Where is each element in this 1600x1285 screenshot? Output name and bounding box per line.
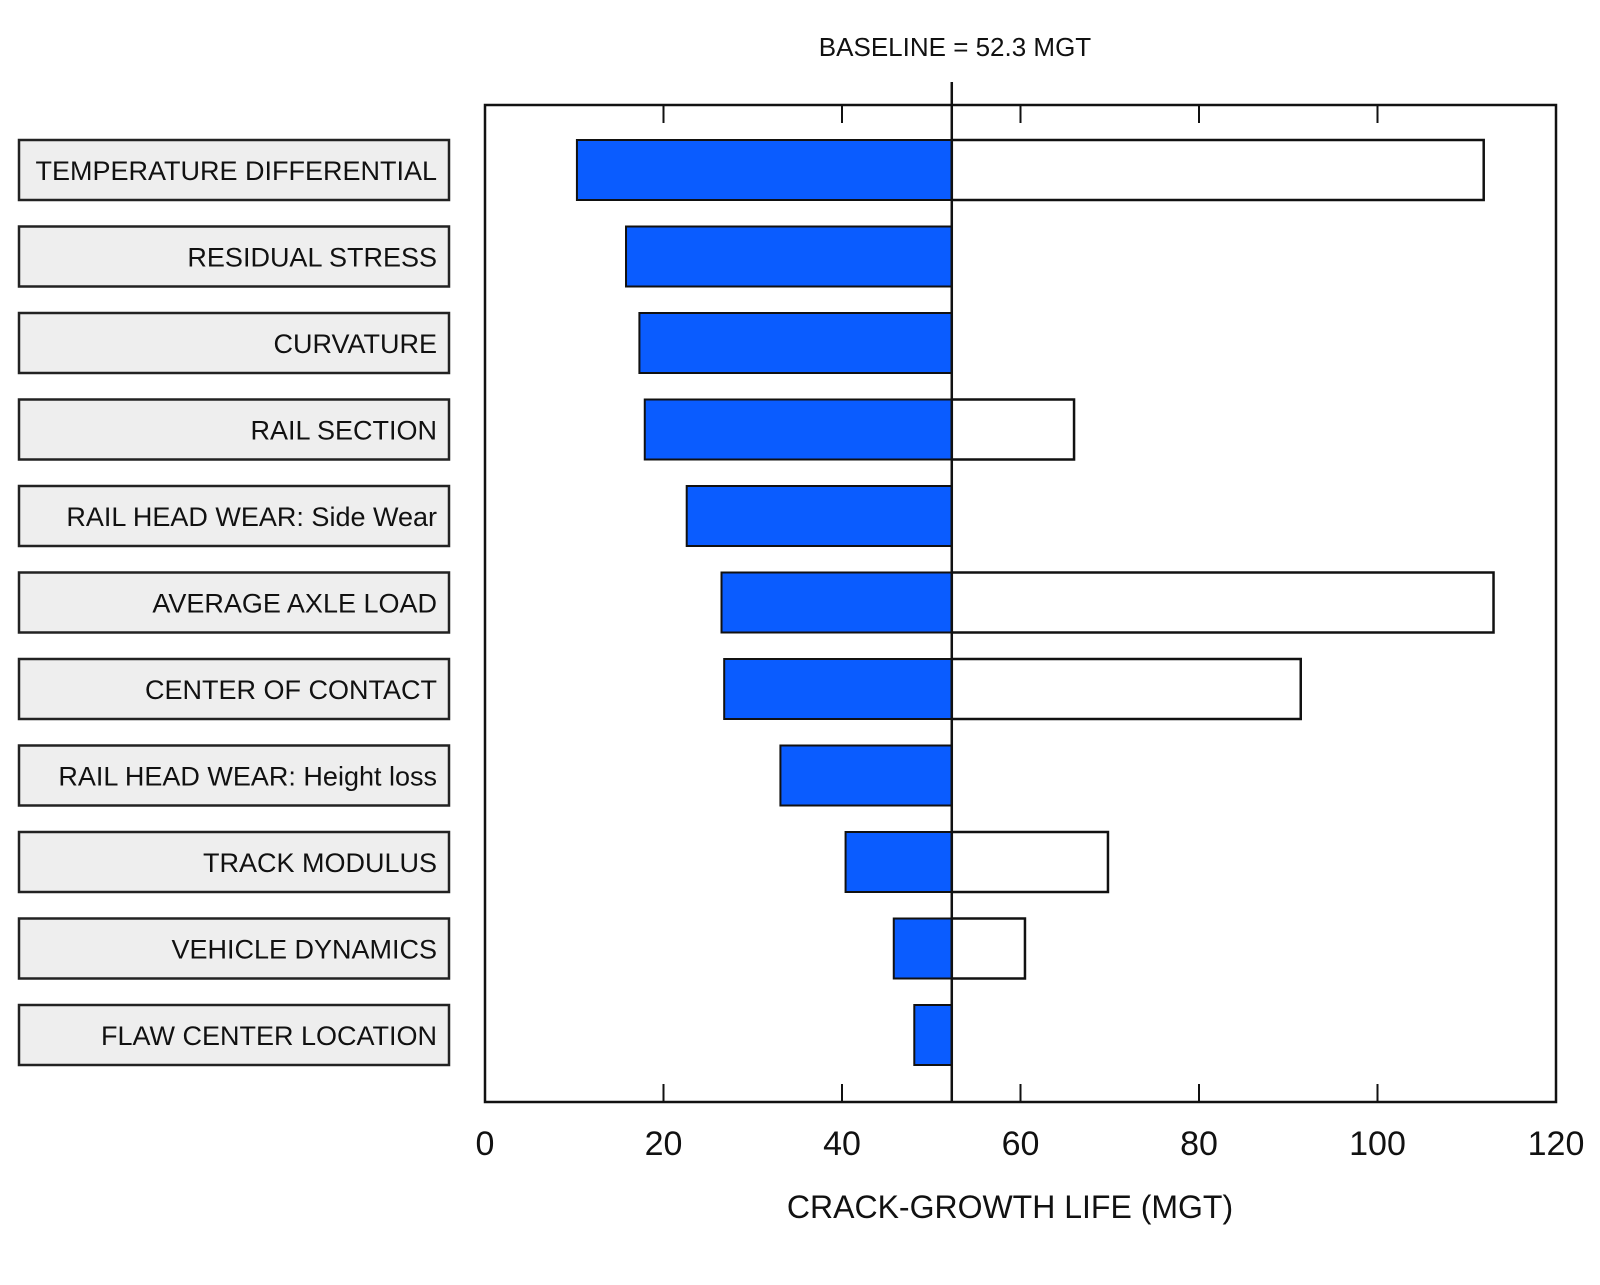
factor-label-rail-head-wear-side-wear: RAIL HEAD WEAR: Side Wear	[66, 502, 437, 532]
factor-label-flaw-center-location: FLAW CENTER LOCATION	[101, 1021, 437, 1051]
bar-high-rail-section	[950, 398, 1076, 461]
bar-low-rail-head-wear-height-loss	[779, 744, 953, 807]
x-axis-ticks: 0 20 40 60 80 100 120	[476, 105, 1585, 1163]
bar-high-average-axle-load	[950, 571, 1495, 634]
tick-label-120: 120	[1528, 1125, 1585, 1163]
factor-label-box-vehicle-dynamics	[17, 917, 451, 980]
factor-label-box-temperature-differential	[17, 138, 451, 202]
factor-label-residual-stress: RESIDUAL STRESS	[187, 243, 437, 273]
tick-label-40: 40	[823, 1125, 861, 1163]
bar-high-track-modulus	[950, 830, 1110, 894]
factor-labels: TEMPERATURE DIFFERENTIAL RESIDUAL STRESS C…	[17, 138, 451, 1067]
bar-low-average-axle-load	[720, 571, 953, 634]
factor-label-box-track-modulus	[17, 830, 451, 894]
bar-high-vehicle-dynamics	[950, 917, 1027, 980]
bars	[575, 138, 1495, 1066]
factor-label-box-rail-head-wear-side-wear	[17, 484, 451, 548]
tick-label-0: 0	[476, 1125, 495, 1163]
factor-label-box-flaw-center-location	[17, 1003, 451, 1067]
tick-label-60: 60	[1002, 1125, 1040, 1163]
bar-low-flaw-center-location	[913, 1004, 953, 1066]
bar-low-rail-section	[643, 398, 953, 461]
bar-high-temperature-differential	[950, 138, 1485, 202]
factor-label-box-center-of-contact	[17, 657, 451, 721]
factor-label-temperature-differential: TEMPERATURE DIFFERENTIAL	[35, 156, 437, 186]
tick-label-100: 100	[1349, 1125, 1406, 1163]
bar-low-rail-head-wear-side-wear	[685, 485, 953, 547]
factor-label-box-average-axle-load	[17, 571, 451, 634]
bar-low-vehicle-dynamics	[892, 917, 953, 980]
bar-low-temperature-differential	[575, 139, 953, 201]
tick-label-80: 80	[1180, 1125, 1218, 1163]
x-axis-title: CRACK-GROWTH LIFE (MGT)	[787, 1189, 1233, 1225]
factor-label-rail-section: RAIL SECTION	[250, 416, 437, 446]
factor-label-box-rail-head-wear-height-loss	[17, 744, 451, 807]
factor-label-track-modulus: TRACK MODULUS	[203, 848, 437, 878]
factor-label-box-residual-stress	[17, 225, 451, 288]
bar-low-center-of-contact	[723, 658, 953, 720]
factor-label-curvature: CURVATURE	[273, 329, 437, 359]
bar-low-curvature	[638, 312, 953, 374]
factor-label-box-curvature	[17, 311, 451, 375]
tick-label-20: 20	[645, 1125, 683, 1163]
factor-label-average-axle-load: AVERAGE AXLE LOAD	[152, 589, 437, 619]
factor-label-rail-head-wear-height-loss: RAIL HEAD WEAR: Height loss	[58, 762, 437, 792]
factor-label-box-rail-section	[17, 398, 451, 461]
bar-high-center-of-contact	[950, 657, 1302, 721]
factor-label-vehicle-dynamics: VEHICLE DYNAMICS	[171, 935, 437, 965]
bar-low-residual-stress	[625, 225, 953, 288]
bar-low-track-modulus	[844, 831, 953, 893]
factor-label-center-of-contact: CENTER OF CONTACT	[145, 675, 437, 705]
baseline-title: BASELINE = 52.3 MGT	[819, 32, 1092, 62]
